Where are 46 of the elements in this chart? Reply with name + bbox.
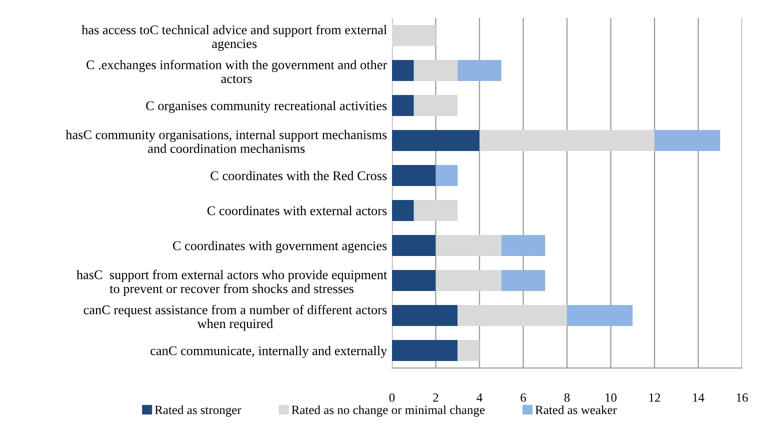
legend-label: Rated as stronger: [154, 405, 242, 417]
bar: [392, 165, 436, 186]
bar: [654, 130, 720, 151]
bar: [501, 270, 546, 291]
bar: [392, 340, 458, 361]
y-tick-label: C coordinates with external actors: [207, 206, 387, 216]
bar: [392, 95, 414, 116]
x-tick-label: 8: [564, 393, 570, 402]
y-tick-label: has access toC technical advice and support from external agencies: [82, 24, 387, 51]
y-tick-label: C .exchanges information with the government and other actors: [86, 60, 388, 84]
bar: [414, 60, 458, 81]
bar: [436, 165, 458, 186]
x-tick-label: 6: [520, 393, 526, 402]
bar: [392, 60, 414, 81]
y-tick-label: C organises community recreational activities: [146, 100, 387, 113]
bar: [392, 25, 436, 46]
y-tick-label: canC request assistance from a number of different actors when required: [84, 304, 387, 331]
bar: [392, 200, 414, 221]
x-tick-label: 14: [693, 393, 704, 402]
x-tick-label: 12: [649, 393, 660, 402]
legend-label: Rated as no change or minimal change: [292, 405, 485, 417]
legend-label: Rated as weaker: [535, 405, 617, 414]
bar: [480, 130, 654, 151]
bar: [392, 130, 480, 151]
y-tick-label: C coordinates with government agencies: [172, 240, 387, 253]
bar: [392, 235, 436, 256]
x-tick-label: 2: [433, 393, 438, 402]
bar: [392, 270, 436, 291]
bar: [458, 340, 480, 361]
bar: [414, 200, 458, 221]
y-tick-label: hasC community organisations, internal support mechanisms and coordination mechanisms: [66, 130, 387, 154]
bar: [392, 305, 458, 326]
bar: [567, 305, 633, 326]
x-tick-label: 10: [606, 393, 617, 402]
bar: [458, 305, 567, 326]
bar: [436, 270, 502, 291]
x-tick-label: 4: [476, 393, 482, 402]
bar: [414, 95, 458, 116]
bar: [436, 235, 502, 256]
bar: [458, 60, 502, 81]
y-tick-label: canC communicate, internally and externally: [150, 346, 388, 358]
bar: [501, 235, 546, 256]
y-tick-label: C coordinates with the Red Cross: [210, 170, 387, 180]
y-tick-label: hasC support from external actors who provide equipment to prevent or recover from shocks and stresses: [76, 270, 388, 296]
x-tick-label: 16: [736, 393, 748, 402]
x-tick-label: 0: [389, 393, 395, 402]
